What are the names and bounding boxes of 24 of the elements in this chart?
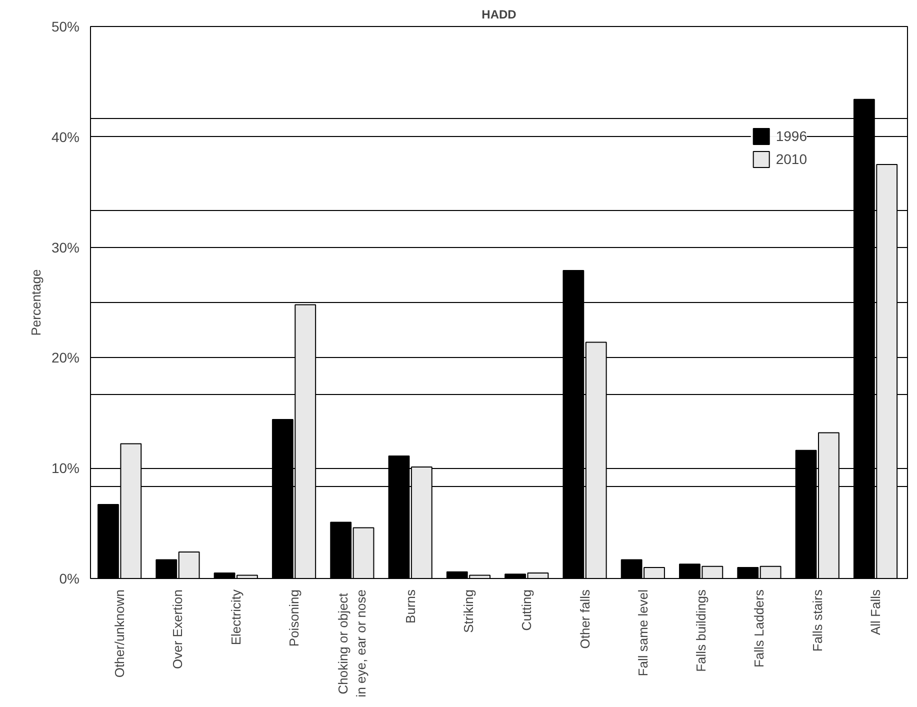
x-tick-label: Striking xyxy=(460,589,476,633)
y-tick-label: 40% xyxy=(51,128,80,145)
legend-label: 1996 xyxy=(776,128,807,144)
legend-label: 2010 xyxy=(776,151,807,167)
x-tick-label: Other falls xyxy=(577,589,592,649)
x-tick-label: All Falls xyxy=(868,589,884,636)
y-tick-label: 50% xyxy=(51,18,80,34)
chart-title: HADD xyxy=(482,8,517,22)
x-tick-label: Fall same level xyxy=(635,589,650,676)
x-tick-label: Burns xyxy=(402,589,418,624)
x-tick-label: Falls Ladders xyxy=(752,589,767,668)
x-tick-label: Falls stairs xyxy=(810,589,825,652)
x-tick-label: Over Exertion xyxy=(170,589,186,669)
x-tick-label: Poisoning xyxy=(286,589,302,647)
x-tick-label: Other/unknown xyxy=(112,589,128,678)
y-tick-label: 20% xyxy=(51,350,80,366)
y-axis-title: Percentage xyxy=(28,269,44,336)
y-tick-label: 0% xyxy=(59,570,80,586)
x-tick-label: Electricity xyxy=(228,589,244,646)
x-tick-label: Cutting xyxy=(519,589,534,631)
y-tick-label: 10% xyxy=(51,460,80,476)
x-tick-label: Choking or object in eye, ear or nose xyxy=(336,589,369,698)
y-tick-label: 30% xyxy=(51,239,80,256)
x-tick-label: Falls buildings xyxy=(694,589,709,672)
